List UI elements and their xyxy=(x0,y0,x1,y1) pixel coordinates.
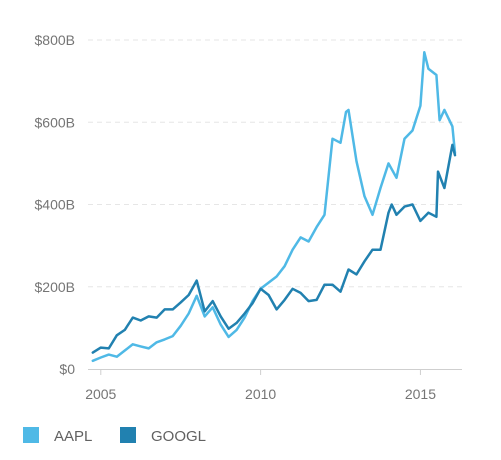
legend-item-googl[interactable]: GOOGL xyxy=(120,427,206,445)
series-line-aapl xyxy=(91,51,457,363)
x-tick-label: 2015 xyxy=(405,386,436,402)
y-tick-label: $600B xyxy=(35,114,75,130)
legend-label: AAPL xyxy=(54,428,92,445)
gridlines xyxy=(88,39,462,288)
series-layer xyxy=(91,51,457,363)
legend-item-aapl[interactable]: AAPL xyxy=(23,427,92,445)
legend-swatch xyxy=(120,427,136,443)
y-tick-label: $0 xyxy=(59,361,75,377)
legend-swatch xyxy=(23,427,39,443)
x-tick-label: 2010 xyxy=(245,386,276,402)
y-tick-label: $400B xyxy=(35,197,75,213)
y-tick-label: $800B xyxy=(35,32,75,48)
legend: AAPL GOOGL xyxy=(23,427,206,445)
legend-label: GOOGL xyxy=(151,428,206,445)
y-axis-ticks: $0 $200B $400B $600B $800B xyxy=(35,32,76,377)
series-line-googl xyxy=(91,143,457,354)
x-tick-label: 2005 xyxy=(85,386,116,402)
y-tick-label: $200B xyxy=(35,279,75,295)
x-axis-ticks: 2005 2010 2015 xyxy=(85,369,436,402)
